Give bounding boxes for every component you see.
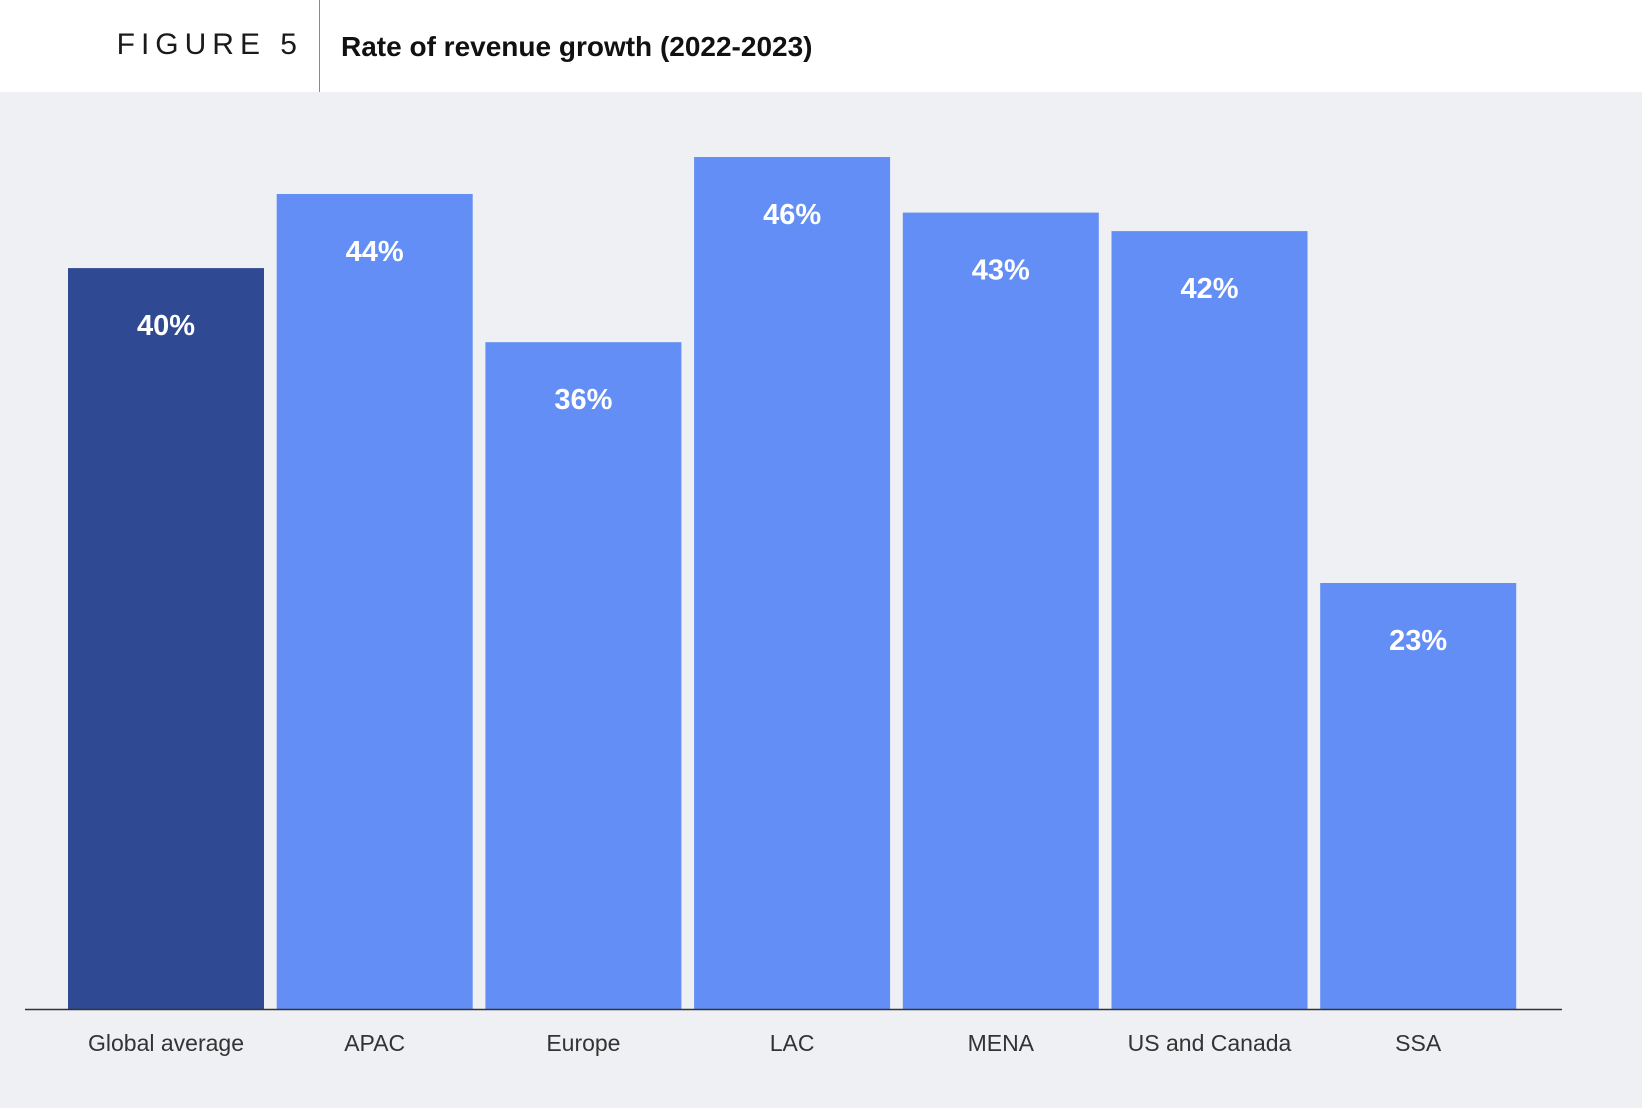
tick-label: US and Canada xyxy=(1128,1030,1292,1056)
data-label: 40% xyxy=(137,310,195,342)
data-label: 44% xyxy=(346,236,404,268)
figure-header: FIGURE 5 Rate of revenue growth (2022-20… xyxy=(0,0,1642,92)
bar-europe xyxy=(485,342,682,1009)
bar-chart: 40% Global average 44% APAC 36% Europe 46% LAC 4… xyxy=(25,157,1562,1056)
tick-label: LAC xyxy=(770,1030,815,1056)
bar-global-average xyxy=(68,268,264,1010)
data-label: 23% xyxy=(1389,625,1447,657)
header-divider xyxy=(319,0,320,92)
chart-panel: 40% Global average 44% APAC 36% Europe 46% LAC 4… xyxy=(0,92,1642,1108)
tick-label: APAC xyxy=(344,1030,405,1056)
tick-label: SSA xyxy=(1395,1030,1442,1056)
figure-label: FIGURE 5 xyxy=(116,28,303,61)
tick-label: Europe xyxy=(546,1030,620,1056)
data-label: 46% xyxy=(763,199,821,231)
bar-lac xyxy=(694,157,891,1009)
tick-label: Global average xyxy=(88,1030,244,1056)
data-label: 43% xyxy=(972,255,1030,287)
bar-apac xyxy=(276,194,473,1009)
bar-mena xyxy=(902,212,1099,1010)
bar-ssa xyxy=(1320,583,1517,1009)
bar-us-and-canada xyxy=(1111,231,1308,1010)
figure-title: Rate of revenue growth (2022-2023) xyxy=(341,31,813,62)
data-label: 42% xyxy=(1180,273,1238,305)
tick-label: MENA xyxy=(968,1030,1035,1056)
data-label: 36% xyxy=(554,384,612,416)
